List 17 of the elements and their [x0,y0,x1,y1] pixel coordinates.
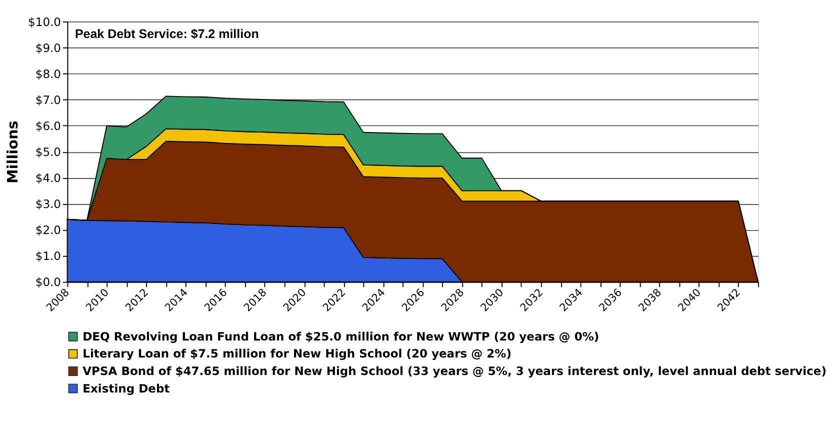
y-tick-label: $4.0 [35,171,62,185]
y-tick-label: $10.0 [28,14,62,29]
y-tick-label: $1.0 [35,249,62,264]
y-tick-label: $9.0 [35,40,62,55]
legend-label: VPSA Bond of $47.65 million for New High School (33 years @ 5%, 3 years interest only, level annual debt service) [82,364,826,378]
y-tick-label: $6.0 [35,118,62,133]
legend-label: Existing Debt [82,381,170,396]
legend-label: Literary Loan of $7.5 million for New High School (20 years @ 2%) [82,346,512,361]
legend-label: DEQ Revolving Loan Fund Loan of $25.0 million for New WWTP (20 years @ 0%) [82,329,600,344]
y-tick-label: $8.0 [35,66,62,81]
y-axis-title: Millions [5,120,22,184]
y-tick-label: $7.0 [35,92,62,107]
y-tick-label: $0.0 [35,275,62,290]
y-tick-label: $3.0 [35,197,62,212]
annotation: Peak Debt Service: $7.2 million [74,26,259,41]
y-tick-label: $2.0 [35,223,62,238]
y-tick-label: $5.0 [35,144,62,159]
